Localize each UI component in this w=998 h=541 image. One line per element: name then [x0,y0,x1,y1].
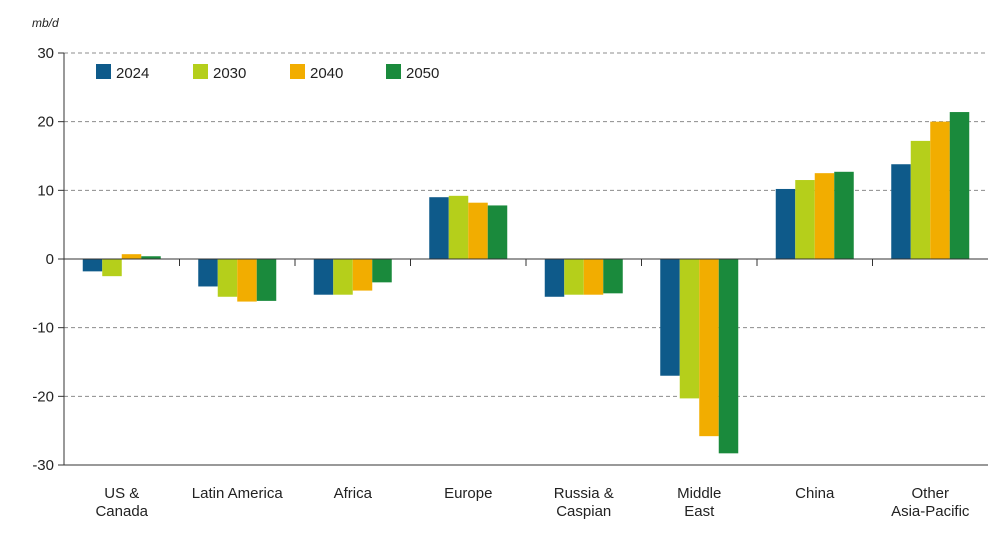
bar-2024 [775,188,796,259]
bar-2024 [82,259,103,272]
y-tick-label: -30 [32,457,54,474]
legend-label-2040: 2040 [310,65,343,82]
category-label: China [795,485,835,502]
bar-2050 [487,205,508,259]
category-label: Other Asia-Pacific [891,485,970,520]
category-label: Russia & Caspian [554,485,614,520]
legend-label-2024: 2024 [116,65,149,82]
bar-2040 [930,121,950,260]
bar-2040 [468,202,488,259]
category-label: Africa [334,485,373,502]
bar-2040 [814,173,835,259]
axes [58,52,988,466]
y-tick-label: -20 [32,388,54,405]
labels: 30 20 10 0 -10 -20 -30 mb/d US & Canada Latin Amer… [32,16,970,520]
category-label: Latin America [192,485,284,502]
y-tick-label: 10 [37,182,54,199]
legend-swatch-2030 [193,64,208,79]
grid-lines [64,52,988,397]
legend-label-2030: 2030 [213,65,246,82]
bar-2030 [102,259,122,277]
bar-2040 [237,259,257,302]
bar-2030 [564,259,584,295]
y-tick-label: 30 [37,45,54,62]
bar-2050 [372,259,392,283]
bar-2050 [256,259,277,301]
bar-2030 [333,259,353,295]
bar-2024 [544,259,565,297]
bar-2040 [699,259,719,437]
bar-2024 [313,259,334,295]
bar-2030 [679,259,700,399]
y-unit-label: mb/d [32,16,59,30]
bar-2050 [949,112,970,259]
legend-label-2050: 2050 [406,65,439,82]
legend-swatch-2050 [386,64,401,79]
bar-2024 [429,197,449,259]
category-label: Middle East [677,485,721,520]
bar-2040 [583,259,604,295]
legend: 2024 2030 2040 2050 [96,64,439,82]
legend-swatch-2040 [290,64,305,79]
bar-2030 [910,140,931,259]
bar-2030 [795,180,815,259]
bar-2024 [660,259,680,376]
bar-2024 [891,164,911,259]
bar-2050 [834,171,854,259]
bar-2030 [448,195,469,259]
y-tick-label: 0 [46,251,54,268]
bar-2030 [217,259,238,297]
y-tick-label: -10 [32,320,54,337]
y-tick-label: 20 [37,114,54,131]
bar-2040 [352,259,373,291]
bar-2050 [141,256,161,259]
bar-2024 [198,259,218,287]
legend-swatch-2024 [96,64,111,79]
category-label: US & Canada [95,485,148,520]
bar-2050 [718,259,739,454]
category-label: Europe [444,485,492,502]
bars [82,112,970,454]
bar-2050 [603,259,623,294]
bar-2040 [121,254,142,259]
